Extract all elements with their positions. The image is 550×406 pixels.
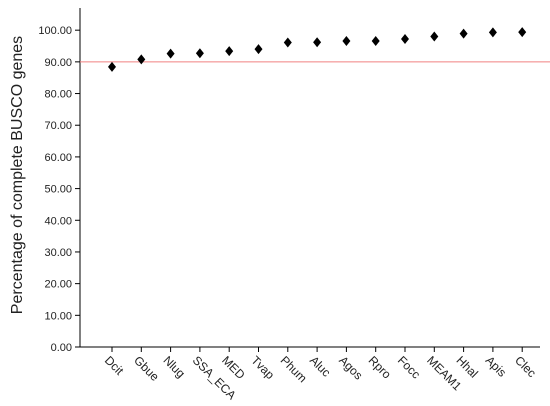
y-tick-label: 20.00	[44, 279, 72, 291]
y-tick-label: 0.00	[51, 342, 72, 354]
marker	[459, 28, 468, 39]
x-tick-label: Agos	[336, 353, 365, 382]
marker	[342, 35, 351, 46]
marker	[401, 34, 409, 45]
x-tick-label: Clec	[512, 353, 539, 380]
marker	[488, 27, 497, 38]
y-tick-label: 100.00	[38, 25, 72, 37]
x-tick-label: Focc	[395, 353, 423, 381]
marker	[166, 48, 175, 59]
marker	[254, 44, 263, 55]
marker	[430, 31, 439, 42]
x-tick-label: Rpro	[366, 353, 395, 382]
x-tick-label: Phum	[278, 353, 310, 385]
y-tick-label: 10.00	[44, 310, 72, 322]
marker	[108, 61, 116, 72]
marker	[371, 35, 380, 46]
y-tick-label: 50.00	[44, 184, 72, 196]
x-tick-label: Tvap	[248, 353, 277, 382]
y-tick-label: 60.00	[44, 152, 72, 164]
marker	[518, 27, 527, 38]
y-tick-label: 70.00	[44, 120, 72, 132]
marker	[195, 48, 204, 59]
y-tick-label: 40.00	[44, 215, 72, 227]
x-tick-label: Dcit	[102, 353, 127, 378]
x-tick-label: Nlug	[160, 353, 187, 380]
marker	[137, 54, 146, 65]
y-tick-label: 90.00	[44, 57, 72, 69]
marker	[283, 37, 292, 48]
y-tick-label: 30.00	[44, 247, 72, 259]
x-tick-label: Aluc	[307, 353, 333, 379]
y-axis-label: Percentage of complete BUSCO genes	[9, 36, 26, 314]
x-tick-label: Gbue	[131, 353, 162, 384]
x-tick-label: Apis	[483, 353, 509, 379]
y-tick-label: 80.00	[44, 89, 72, 101]
marker	[313, 37, 322, 48]
marker	[225, 46, 234, 57]
